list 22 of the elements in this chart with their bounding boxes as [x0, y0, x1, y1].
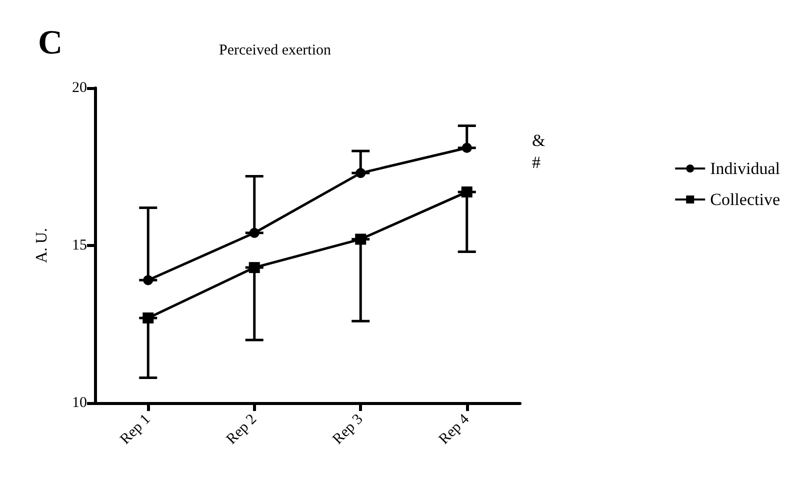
- legend-label: Collective: [710, 190, 780, 209]
- point: [356, 168, 366, 178]
- x-tick-label: Rep 2: [224, 411, 260, 448]
- point: [143, 275, 154, 286]
- point: [142, 312, 154, 324]
- legend-label: Individual: [710, 159, 780, 178]
- y-axis-title: A. U.: [34, 228, 50, 264]
- y-tick-label: 10: [72, 395, 87, 411]
- text: C: [38, 24, 63, 62]
- x-tick-label: Rep 1: [117, 411, 154, 448]
- point: [461, 186, 472, 198]
- point: [462, 142, 472, 153]
- y-tick-label: 20: [72, 80, 87, 96]
- point: [355, 234, 366, 245]
- text: &: [532, 131, 546, 150]
- x-tick-label: Rep 3: [330, 411, 366, 448]
- y-tick-label: 15: [72, 238, 87, 254]
- x-tick-label: Rep 4: [436, 410, 473, 448]
- point: [248, 262, 260, 274]
- text: #: [532, 153, 541, 172]
- point: [249, 228, 260, 238]
- chart-title: Perceived exertion: [218, 42, 332, 58]
